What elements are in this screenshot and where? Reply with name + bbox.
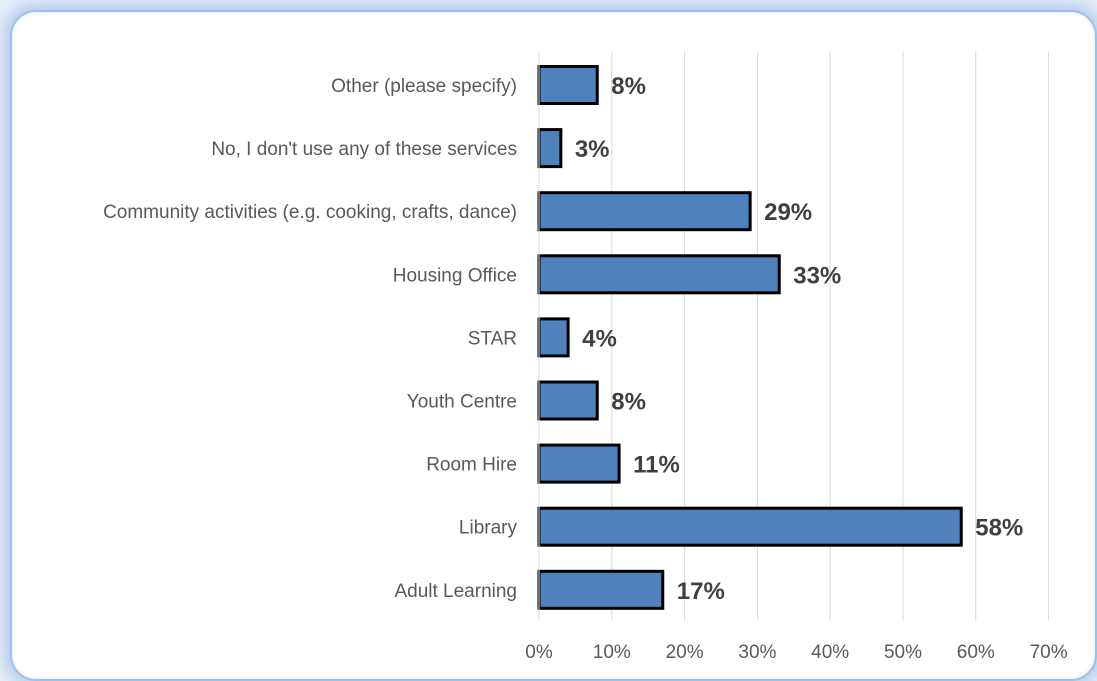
bar [537, 65, 599, 105]
category-label: Youth Centre [407, 392, 517, 413]
data-label: 58% [975, 515, 1023, 542]
x-tick-label: 20% [666, 642, 704, 663]
bar [537, 191, 752, 232]
category-label: Community activities (e.g. cooking, craf… [103, 202, 517, 223]
data-label: 3% [575, 136, 610, 163]
data-label: 11% [633, 452, 680, 479]
category-label: Library [459, 518, 518, 539]
data-label: 8% [611, 389, 646, 416]
bar [537, 128, 563, 169]
x-tick-label: 30% [738, 642, 776, 663]
bar [537, 569, 665, 610]
bar [537, 380, 599, 421]
category-label: Adult Learning [394, 581, 517, 602]
data-label: 33% [793, 262, 841, 289]
category-label: No, I don't use any of these services [211, 139, 517, 160]
data-label: 8% [611, 73, 646, 100]
bar [537, 443, 621, 484]
x-tick-label: 50% [884, 642, 922, 663]
x-tick-label: 40% [811, 642, 849, 663]
category-label: STAR [468, 328, 517, 349]
x-tick-label: 60% [957, 642, 995, 663]
x-tick-label: 10% [593, 642, 631, 663]
bar [537, 317, 570, 358]
bar [537, 254, 781, 295]
x-tick-label: 70% [1030, 642, 1068, 663]
data-label: 17% [677, 578, 725, 605]
category-label: Housing Office [393, 265, 517, 286]
category-label: Room Hire [426, 455, 517, 476]
x-tick-label: 0% [525, 642, 553, 663]
data-label: 29% [764, 199, 812, 226]
category-label: Other (please specify) [331, 76, 517, 97]
bar [537, 506, 963, 547]
data-label: 4% [582, 325, 617, 352]
